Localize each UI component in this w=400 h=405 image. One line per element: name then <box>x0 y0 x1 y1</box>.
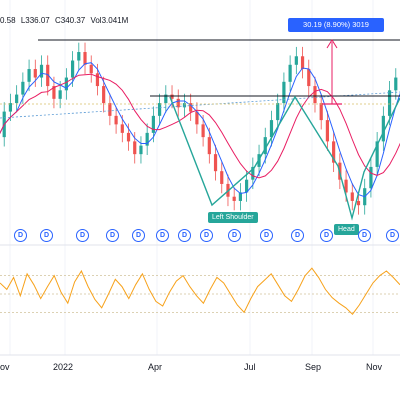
candle-body <box>220 171 224 184</box>
candle-body <box>114 115 118 125</box>
candle-body <box>319 103 323 121</box>
candle-body <box>189 103 193 112</box>
candle-body <box>245 179 249 193</box>
x-axis-label-jul: Jul <box>244 362 256 372</box>
candle-body <box>381 115 385 142</box>
candle-body <box>282 81 286 104</box>
dividend-marker-icon[interactable]: D <box>76 229 89 242</box>
candle-body <box>182 103 187 108</box>
x-axis-label-nov: Nov <box>366 362 383 372</box>
candle-body <box>269 120 274 138</box>
candle-body <box>27 69 31 82</box>
candle-body <box>207 137 211 155</box>
candle-body <box>8 103 13 112</box>
candle-body <box>344 179 348 193</box>
ohlc-low: L336.07 <box>20 16 50 25</box>
candle-body <box>201 124 205 138</box>
dividend-marker-icon[interactable]: D <box>260 229 273 242</box>
candle-body <box>213 154 218 172</box>
candle-body <box>89 64 93 74</box>
candle-body <box>276 103 280 121</box>
candle-body <box>102 86 106 104</box>
candle-body <box>39 64 44 78</box>
candle-body <box>151 115 155 133</box>
ohlc-readout: 0.58 L336.07 C340.37 Vol3.041M <box>0 16 131 25</box>
ohlc-close: C340.37 <box>54 16 86 25</box>
dividend-marker-icon[interactable]: D <box>200 229 213 242</box>
x-axis-label-apr: Apr <box>148 362 163 372</box>
candle-body <box>350 192 354 201</box>
candle-body <box>294 56 298 65</box>
candle-body <box>375 141 379 167</box>
ohlc-high: 0.58 <box>0 16 16 25</box>
candle-body <box>195 111 199 125</box>
x-axis-label-sep: Sep <box>305 362 322 372</box>
dividend-marker-icon[interactable]: D <box>106 229 119 242</box>
candle-body <box>120 124 124 133</box>
candle-body <box>307 69 311 87</box>
price-range-measure-label[interactable]: 30.19 (8.90%) 3019 <box>288 18 384 32</box>
candle-body <box>133 141 137 155</box>
dividend-marker-icon[interactable]: D <box>132 229 145 242</box>
dividend-marker-icon[interactable]: D <box>156 229 169 242</box>
candle-body <box>95 73 100 87</box>
candle-body <box>46 64 50 87</box>
candle-body <box>21 81 25 95</box>
dividend-marker-icon[interactable]: D <box>228 229 241 242</box>
candle-body <box>313 86 317 104</box>
moving-average-slow-line <box>0 73 400 179</box>
candle-body <box>251 166 255 180</box>
head-shoulders-pattern-line <box>169 95 400 221</box>
candle-body <box>238 192 242 201</box>
candle-body <box>170 94 174 99</box>
candle-body <box>139 145 143 155</box>
x-axis-label-2022: 2022 <box>53 362 74 372</box>
dividend-marker-icon[interactable]: D <box>291 229 304 242</box>
dividend-marker-icon[interactable]: D <box>14 229 27 242</box>
candle-body <box>263 137 267 155</box>
candle-body <box>394 77 398 91</box>
candle-body <box>83 52 87 65</box>
dividend-marker-icon[interactable]: D <box>386 229 399 242</box>
candle-body <box>356 200 361 206</box>
candle-body <box>158 103 162 116</box>
candle-body <box>70 60 75 78</box>
candle-body <box>108 103 112 116</box>
candle-body <box>288 64 292 82</box>
moving-average-fast-line <box>0 62 400 198</box>
candle-body <box>52 86 56 99</box>
trend-line-dotted <box>0 91 400 119</box>
candle-body <box>33 69 37 78</box>
candle-body <box>232 196 236 201</box>
left-shoulder-label[interactable]: Left Shoulder <box>208 212 258 223</box>
dividend-marker-icon[interactable]: D <box>320 229 333 242</box>
dividend-marker-icon[interactable]: D <box>178 229 191 242</box>
x-axis-label-nov-prev: ov <box>0 362 10 372</box>
dividend-marker-icon[interactable]: D <box>40 229 53 242</box>
candle-body <box>15 94 19 104</box>
ohlc-volume: Vol3.041M <box>90 16 129 25</box>
measure-arrow-head <box>326 39 338 49</box>
candle-body <box>64 77 68 91</box>
candle-body <box>325 120 330 142</box>
candle-body <box>369 166 373 189</box>
candle-body <box>145 132 149 146</box>
candle-body <box>77 52 81 61</box>
candle-body <box>300 56 305 70</box>
candle-body <box>58 90 62 99</box>
oscillator-line <box>0 267 400 315</box>
candle-body <box>164 94 168 104</box>
dividend-marker-icon[interactable]: D <box>358 229 371 242</box>
head-label[interactable]: Head <box>334 224 359 235</box>
candle-body <box>126 132 131 142</box>
candle-body <box>332 141 336 163</box>
candle-body <box>387 90 392 116</box>
candle-body <box>176 98 180 108</box>
